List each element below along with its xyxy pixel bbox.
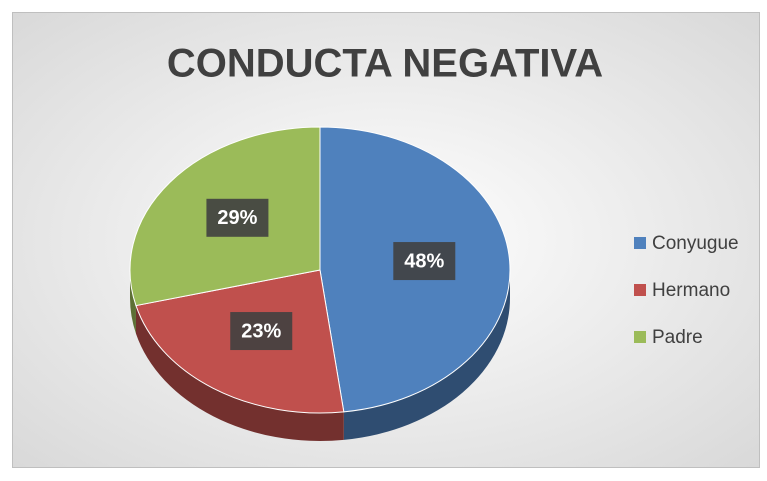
legend-swatch <box>634 284 646 296</box>
data-label: 23% <box>241 320 281 342</box>
data-label-box <box>206 198 269 237</box>
data-label-box <box>230 312 293 351</box>
slice-side <box>343 270 510 440</box>
data-label: 29% <box>217 207 257 229</box>
legend-swatch <box>634 331 646 343</box>
legend-label: Padre <box>652 327 703 348</box>
legend-label: Conyugue <box>652 233 739 254</box>
slice-side <box>135 305 344 441</box>
legend-swatch <box>634 237 646 249</box>
slice-side <box>130 270 136 334</box>
data-label-box <box>393 242 456 281</box>
legend-label: Hermano <box>652 280 730 301</box>
data-label: 48% <box>404 250 444 272</box>
chart-title: CONDUCTA NEGATIVA <box>167 42 603 86</box>
